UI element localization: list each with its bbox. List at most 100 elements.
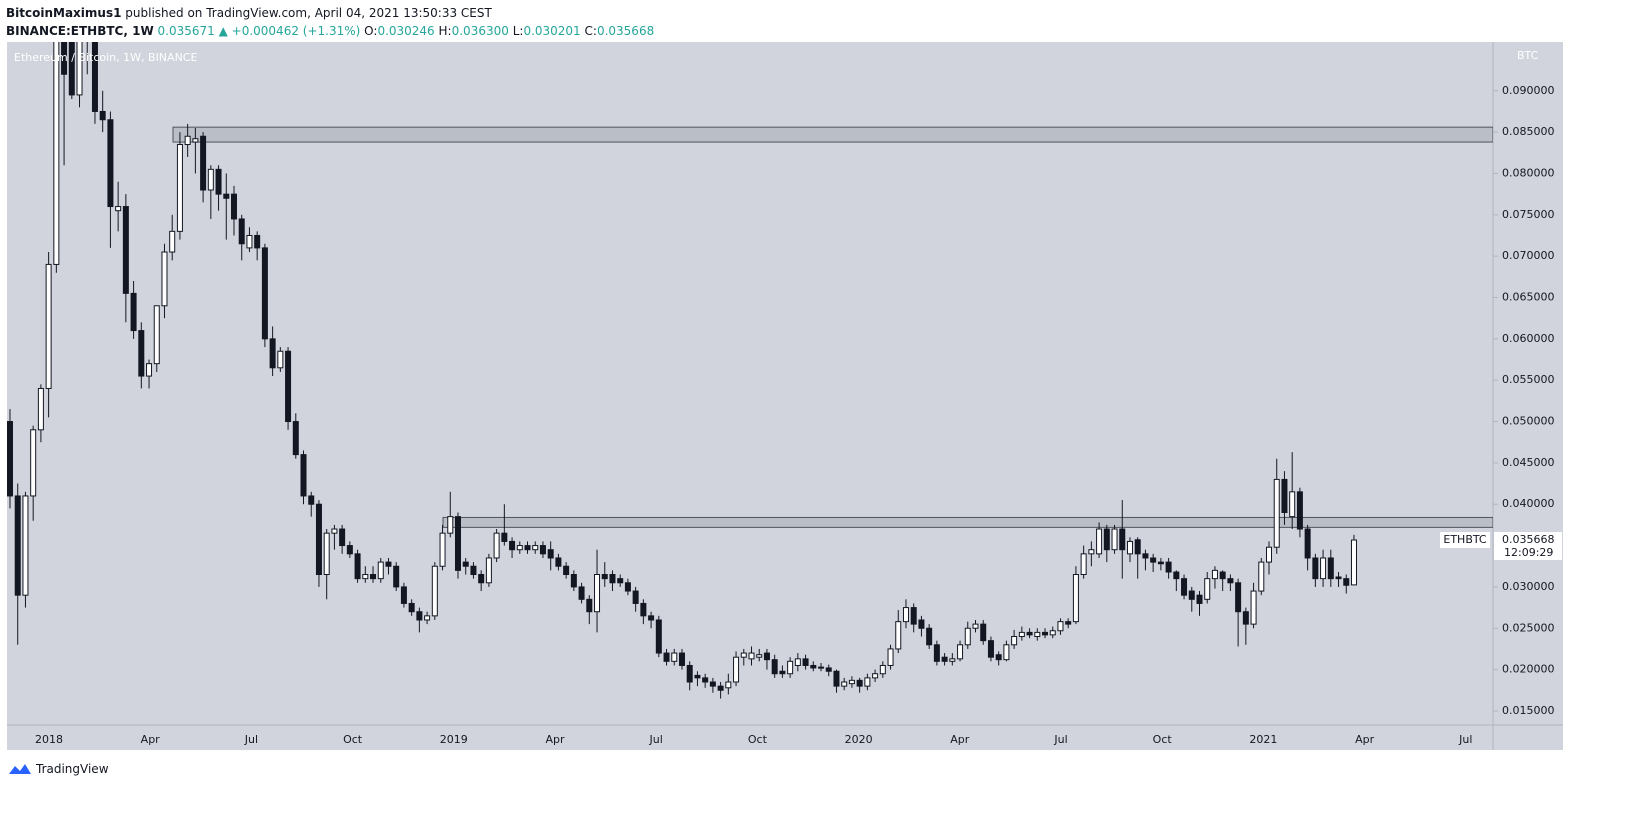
candle-body [215, 168, 222, 195]
candle-body [238, 218, 245, 245]
candle-body [1057, 621, 1064, 632]
candle-body [1103, 528, 1110, 551]
candle-body [377, 561, 384, 580]
candle-body [964, 627, 971, 646]
candle-body [339, 528, 346, 547]
candle-body [779, 670, 786, 675]
candle-body [269, 338, 276, 369]
ohlc-label: H: [438, 24, 452, 38]
candle-body [485, 557, 492, 584]
x-tick-label: 2018 [35, 733, 63, 746]
candle-body [7, 421, 13, 497]
candle-body [323, 532, 330, 576]
candle-body [1142, 553, 1149, 559]
candle-body [601, 574, 608, 580]
x-tick-label: Jul [244, 733, 258, 746]
y-tick-label: 0.055000 [1502, 373, 1555, 386]
candle-body [594, 574, 601, 613]
candle-body [153, 305, 160, 365]
candle-body [300, 454, 307, 497]
candle-body [61, 42, 68, 75]
candle-body [176, 144, 183, 232]
candle-body [957, 644, 964, 660]
candle-body [115, 206, 122, 212]
candle-body [841, 681, 848, 687]
candle-body [941, 656, 948, 662]
candle-body [972, 623, 979, 629]
candle-body [462, 561, 469, 567]
candle-body [138, 330, 145, 377]
candle-body [624, 582, 631, 592]
axis-unit: BTC [1517, 49, 1539, 62]
candle-body [926, 627, 933, 646]
candle-body [1312, 557, 1319, 580]
candle-body [478, 574, 485, 584]
footer: TradingView [8, 762, 109, 776]
candle-body [393, 565, 400, 588]
candle-body [1072, 574, 1079, 623]
candle-body [200, 135, 207, 191]
candle-body [1273, 478, 1280, 548]
y-tick-label: 0.050000 [1502, 415, 1555, 428]
candle-body [169, 230, 176, 253]
candle-body [1343, 578, 1350, 586]
published: published on TradingView.com, April 04, … [125, 6, 492, 20]
ohlc-value: 0.030201 [523, 24, 581, 38]
x-tick-label: Jul [649, 733, 663, 746]
candle-body [1034, 631, 1041, 638]
price-tag-symbol: ETHBTC [1443, 533, 1487, 546]
x-tick-label: Oct [343, 733, 363, 746]
candle-body [640, 602, 647, 617]
candle-body [424, 615, 431, 621]
candle-body [1242, 611, 1249, 625]
candle-body [1173, 571, 1180, 580]
candle-body [346, 545, 353, 555]
candle-body [1219, 571, 1226, 580]
candle-body [354, 553, 361, 580]
candle-body [532, 545, 539, 551]
candle-body [1150, 557, 1157, 563]
candle-body [717, 685, 724, 691]
candle-body [864, 677, 871, 687]
candle-body [586, 598, 593, 613]
candle-body [22, 495, 29, 596]
candle-body [308, 495, 315, 505]
candle-body [1096, 528, 1103, 555]
candle-body [400, 586, 407, 604]
ohlc-value: 0.030246 [377, 24, 435, 38]
candle-body [454, 516, 461, 571]
x-tick-label: Apr [950, 733, 970, 746]
candle-body [315, 503, 322, 576]
candle-body [787, 660, 794, 675]
candle-body [285, 350, 292, 423]
candle-body [493, 532, 500, 559]
y-tick-label: 0.070000 [1502, 249, 1555, 262]
candle-body [578, 586, 585, 600]
candle-body [277, 350, 284, 369]
candle-body [439, 532, 446, 567]
candle-body [230, 193, 237, 220]
y-tick-label: 0.080000 [1502, 166, 1555, 179]
candle-body [161, 251, 168, 307]
ohlc-label: C: [584, 24, 597, 38]
x-tick-label: 2020 [845, 733, 873, 746]
ohlc: O:0.030246 H:0.036300 L:0.030201 C:0.035… [364, 24, 654, 38]
y-tick-label: 0.040000 [1502, 497, 1555, 510]
candle-body [1335, 576, 1342, 580]
ohlc-value: 0.036300 [451, 24, 509, 38]
x-tick-label: Jul [1053, 733, 1067, 746]
candle-body [470, 565, 477, 576]
x-tick-label: Oct [1153, 733, 1173, 746]
candle-body [1111, 528, 1118, 551]
candle-body [980, 623, 987, 642]
price-tag-value: 0.035668 [1502, 533, 1555, 546]
candle-body [1196, 594, 1203, 604]
x-tick-label: Oct [748, 733, 768, 746]
candle-body [246, 234, 253, 249]
y-tick-label: 0.030000 [1502, 580, 1555, 593]
candle-body [370, 574, 377, 580]
candle-body [833, 670, 840, 687]
candle-body [902, 607, 909, 623]
candle-body [99, 110, 106, 121]
candle-body [1350, 539, 1357, 586]
